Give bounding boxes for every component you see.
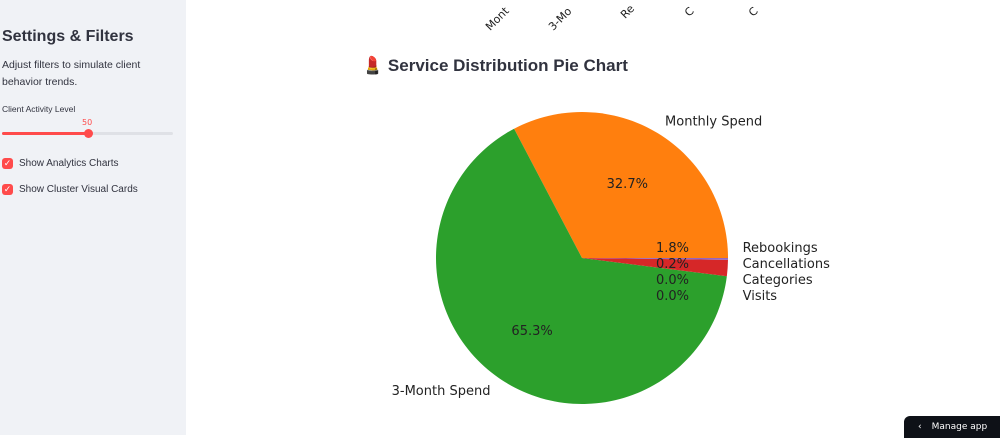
section-title: Service Distribution Pie Chart [387, 56, 628, 75]
checkbox-show-cluster-cards[interactable]: ✓ Show Cluster Visual Cards [2, 184, 138, 195]
pie-slice [582, 258, 728, 277]
pie-slice [435, 128, 727, 404]
sidebar-title: Settings & Filters [2, 28, 134, 45]
slice-label: Rebookings [743, 241, 818, 256]
slice-percent-label: 65.3% [511, 324, 552, 339]
manage-app-button[interactable]: ‹ Manage app [904, 416, 1000, 438]
chevron-left-icon: ‹ [918, 422, 922, 432]
slice-label: Visits [743, 289, 778, 304]
section-heading: 💄 Service Distribution Pie Chart [362, 56, 628, 76]
sidebar-description: Adjust filters to simulate client behavi… [2, 59, 141, 88]
slice-label: 3-Month Spend [392, 384, 491, 399]
slice-percent-label: 0.0% [656, 273, 689, 288]
lipstick-icon: 💄 [362, 56, 384, 75]
slice-label: Monthly Spend [665, 115, 762, 130]
slider-thumb[interactable] [83, 129, 93, 138]
slice-label: Cancellations [743, 257, 831, 272]
check-icon: ✓ [2, 184, 13, 195]
slice-percent-label: 32.7% [607, 177, 648, 192]
pie-slice [582, 258, 728, 260]
activity-slider[interactable] [2, 129, 173, 138]
slider-label: Client Activity Level [2, 104, 76, 114]
checkbox-show-analytics[interactable]: ✓ Show Analytics Charts [2, 158, 119, 169]
sidebar: Settings & Filters Adjust filters to sim… [0, 0, 186, 435]
slice-percent-label: 1.8% [656, 241, 689, 256]
slider-value: 50 [82, 118, 93, 127]
check-icon: ✓ [2, 158, 13, 169]
checkbox-label: Show Cluster Visual Cards [19, 184, 138, 195]
slice-percent-label: 0.0% [656, 289, 689, 304]
pie-slice [514, 112, 728, 259]
slice-label: Categories [743, 273, 813, 288]
slider-fill [2, 132, 88, 135]
checkbox-label: Show Analytics Charts [19, 158, 119, 169]
slice-percent-label: 0.2% [656, 257, 689, 272]
